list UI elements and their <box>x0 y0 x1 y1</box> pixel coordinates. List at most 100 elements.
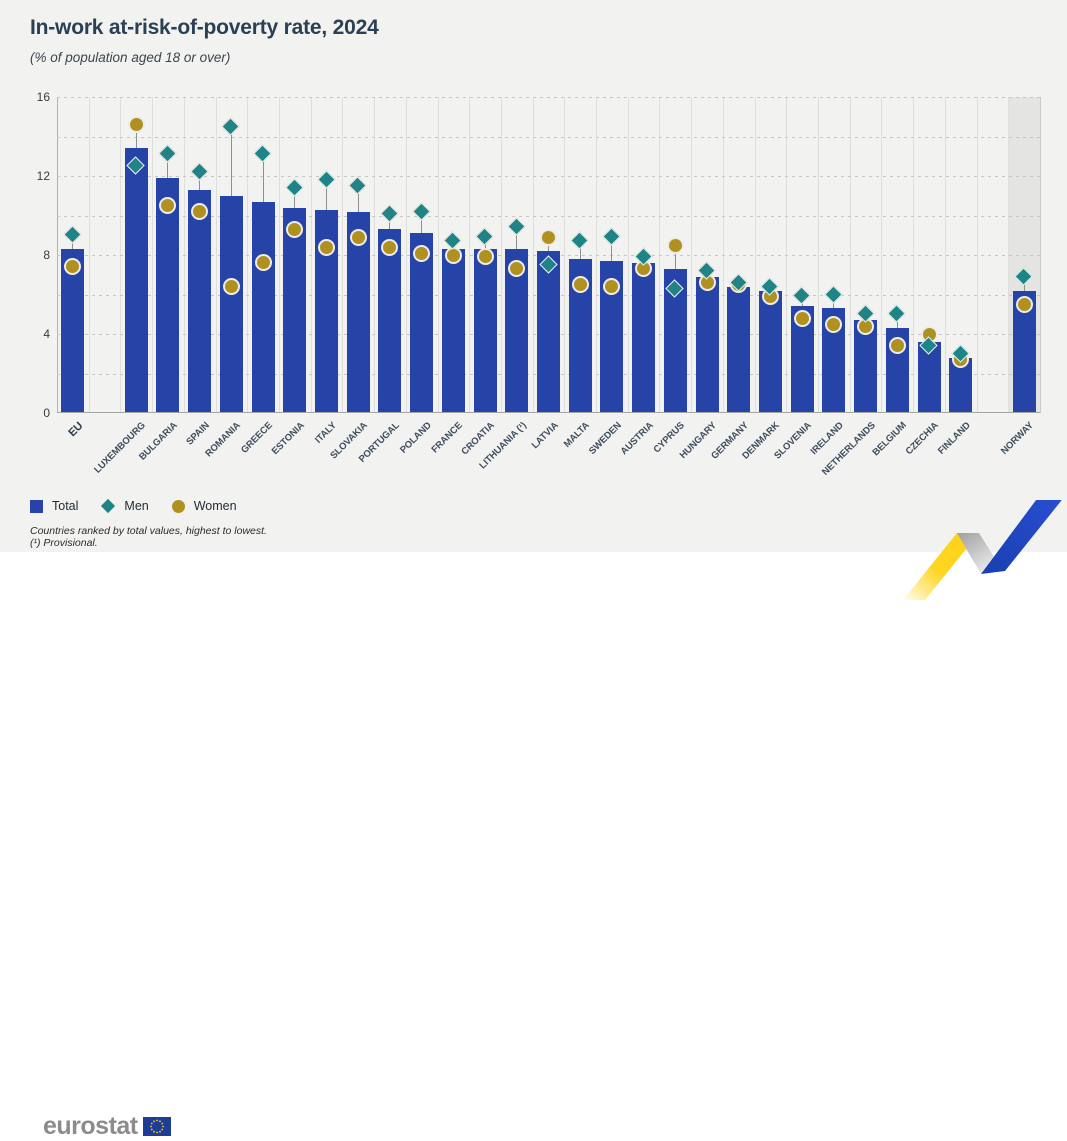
bar-total-NORWAY <box>1012 290 1036 413</box>
gridline-12 <box>57 176 1040 177</box>
bar-total-NETHERLANDS <box>854 320 878 413</box>
bar-total-IRELAND <box>822 308 846 413</box>
marker-connector <box>262 154 264 202</box>
legend-women-circle-icon <box>171 499 185 513</box>
legend-women-label: Women <box>193 499 237 513</box>
ribbon-decoration-icon <box>903 500 1062 600</box>
bar-total-POLAND <box>410 233 434 413</box>
x-label-NORWAY: NORWAY <box>999 420 1036 457</box>
women-marker-LITHUANIA (¹) <box>508 260 526 278</box>
marker-connector <box>135 124 137 149</box>
bar-total-ESTONIA <box>283 207 307 413</box>
women-marker-GREECE <box>254 254 272 272</box>
women-marker-CYPRUS <box>666 236 684 254</box>
marker-connector <box>294 187 296 208</box>
bar-total-SWEDEN <box>600 260 624 413</box>
men-marker-FRANCE <box>443 231 463 250</box>
bar-total-CROATIA <box>473 249 497 413</box>
men-marker-ITALY <box>316 170 336 189</box>
women-marker-IRELAND <box>825 315 843 333</box>
women-marker-CROATIA <box>476 248 494 266</box>
gridline-14 <box>57 136 1040 138</box>
bar-total-ITALY <box>315 209 339 413</box>
marker-connector <box>199 172 201 190</box>
men-marker-ESTONIA <box>285 178 304 197</box>
chart-subtitle: (% of population aged 18 or over) <box>30 50 231 65</box>
men-marker-IRELAND <box>824 284 843 304</box>
chart-title: In-work at-risk-of-poverty rate, 2024 <box>30 16 379 39</box>
marker-connector <box>611 237 613 261</box>
bar-total-DENMARK <box>758 290 782 413</box>
marker-connector <box>230 126 232 196</box>
women-marker-SPAIN <box>191 203 209 221</box>
bar-total-EU <box>61 249 85 413</box>
chart-card: In-work at-risk-of-poverty rate, 2024 (%… <box>0 0 1067 552</box>
bar-total-CZECHIA <box>917 341 941 413</box>
marker-connector <box>579 241 581 259</box>
gridline-10 <box>57 215 1040 217</box>
men-marker-LITHUANIA (¹) <box>507 217 526 237</box>
y-tick-label-8: 8 <box>43 248 50 262</box>
women-marker-BELGIUM <box>888 337 906 355</box>
women-marker-ESTONIA <box>286 220 304 238</box>
eurostat-logo: eurostat <box>43 1112 171 1141</box>
legend-men-label: Men <box>124 499 149 513</box>
bar-total-HUNGARY <box>695 276 719 413</box>
legend-men-diamond-icon <box>101 498 116 514</box>
marker-connector <box>167 154 169 178</box>
men-marker-SWEDEN <box>602 227 621 246</box>
footnote-ranking: Countries ranked by total values, highes… <box>30 525 267 537</box>
marker-connector <box>421 211 423 234</box>
bar-total-FINLAND <box>949 357 973 413</box>
plot-right-border <box>1040 97 1041 413</box>
bar-total-MALTA <box>568 258 592 413</box>
men-marker-SLOVAKIA <box>348 176 367 195</box>
men-marker-BELGIUM <box>887 304 906 323</box>
bar-total-LATVIA <box>537 251 560 413</box>
gridline-16 <box>57 97 1040 98</box>
women-marker-SLOVENIA <box>793 309 811 327</box>
bar-total-FRANCE <box>441 249 465 413</box>
men-marker-MALTA <box>570 231 589 250</box>
women-marker-SLOVAKIA <box>349 228 367 246</box>
women-marker-POLAND <box>413 244 431 262</box>
women-marker-LUXEMBOURG <box>127 116 145 134</box>
bar-total-GERMANY <box>727 286 751 413</box>
bar-total-CYPRUS <box>663 268 687 413</box>
women-marker-EU <box>64 258 82 276</box>
bar-total-SLOVENIA <box>790 306 814 413</box>
men-marker-CROATIA <box>475 227 494 246</box>
bar-total-PORTUGAL <box>378 229 402 413</box>
women-marker-SWEDEN <box>603 278 621 296</box>
legend-total-label: Total <box>52 499 79 513</box>
men-marker-ROMANIA <box>221 116 241 136</box>
men-marker-SLOVENIA <box>792 286 811 306</box>
men-marker-BULGARIA <box>158 144 177 163</box>
marker-connector <box>516 227 518 250</box>
bar-total-LITHUANIA (¹) <box>505 249 529 413</box>
women-marker-MALTA <box>571 276 589 294</box>
bar-total-LUXEMBOURG <box>124 148 148 413</box>
women-marker-LATVIA <box>540 228 557 246</box>
footnote-provisional: (¹) Provisional. <box>30 537 98 549</box>
plot-area <box>57 97 1041 413</box>
men-marker-EU <box>63 225 82 244</box>
bar-total-BULGARIA <box>156 177 180 413</box>
eurostat-wordmark: eurostat <box>43 1112 138 1140</box>
footnotes: Countries ranked by total values, highes… <box>30 525 267 549</box>
x-axis-baseline <box>57 412 1040 413</box>
men-marker-POLAND <box>411 201 431 221</box>
legend-total-swatch <box>30 499 43 513</box>
marker-connector <box>326 179 328 210</box>
marker-connector <box>357 185 359 212</box>
women-marker-ITALY <box>318 238 336 256</box>
women-marker-NORWAY <box>1015 295 1033 313</box>
men-marker-GREECE <box>253 144 272 163</box>
bar-total-ROMANIA <box>219 195 243 413</box>
bar-total-GREECE <box>251 201 275 413</box>
bar-total-AUSTRIA <box>632 262 656 413</box>
marker-connector <box>674 245 676 269</box>
y-tick-label-12: 12 <box>36 169 50 183</box>
women-marker-FRANCE <box>444 246 462 264</box>
men-marker-SPAIN <box>189 162 209 181</box>
